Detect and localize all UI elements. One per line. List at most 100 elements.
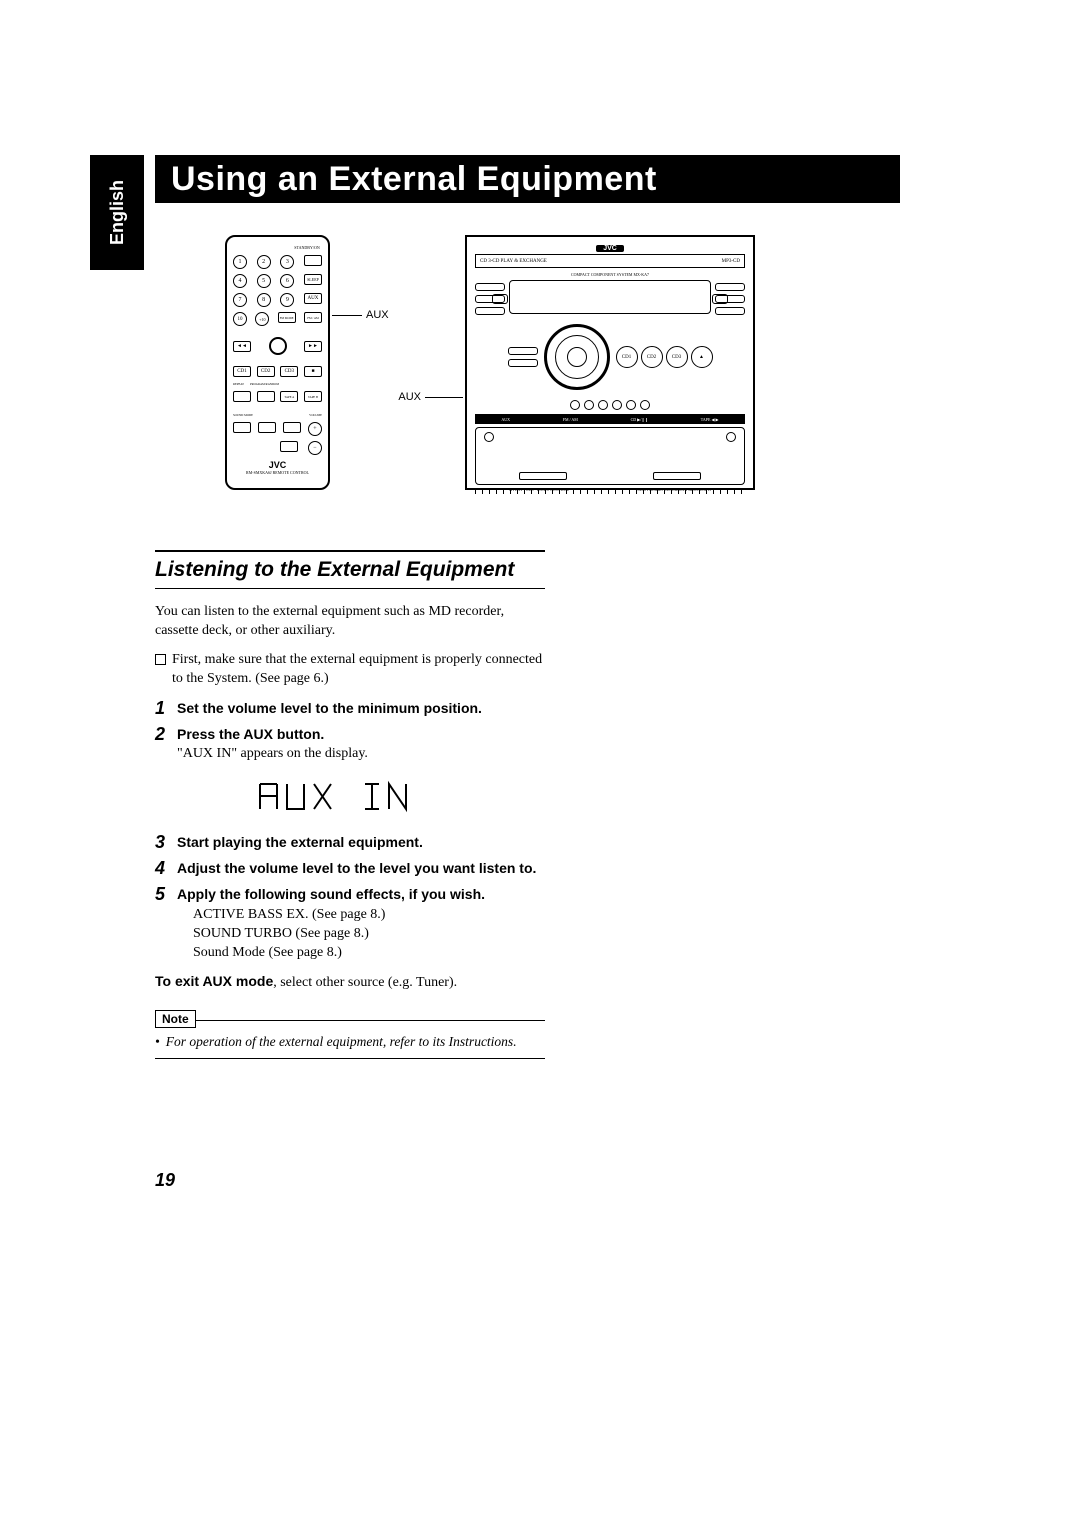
remote-model: RM-SMXKA6J REMOTE CONTROL (233, 470, 322, 475)
callout-line-icon (332, 315, 362, 316)
unit-model: COMPACT COMPONENT SYSTEM MX-KA7 (475, 272, 745, 277)
remote-key-10: 10 (233, 312, 247, 326)
aux-callout-unit-label: AUX (398, 391, 421, 403)
step-2-text: Press the AUX button. (177, 725, 545, 744)
step-5-line-3: Sound Mode (See page 8.) (193, 944, 545, 963)
page-title: Using an External Equipment (171, 160, 657, 199)
exit-rest: , select other source (e.g. Tuner). (273, 975, 457, 990)
remote-key-8: 8 (257, 293, 271, 307)
remote-cd1: CD1 (233, 366, 251, 377)
step-5-number: 5 (155, 885, 177, 963)
unit-cd-tray: CD 3-CD PLAY & EXCHANGE MP3-CD (475, 254, 745, 268)
remote-key-6: 6 (280, 274, 294, 288)
remote-jog-icon (269, 337, 287, 355)
remote-key-5: 5 (257, 274, 271, 288)
remote-key-9: 9 (280, 293, 294, 307)
remote-soundmode-label: SOUND MODE (233, 413, 253, 417)
aux-callout-remote: AUX (332, 309, 389, 321)
unit-tape-door-b (653, 472, 701, 480)
remote-fmam: FM / AM (304, 312, 322, 323)
step-2-sub: "AUX IN" appears on the display. (177, 745, 545, 764)
note-text: • For operation of the external equipmen… (155, 1033, 545, 1051)
remote-volume-label: VOLUME (309, 413, 322, 417)
remote-program-label: PROGRAM/RANDOM (250, 382, 279, 386)
checkbox-bullet-icon (155, 654, 166, 665)
note-text-content: For operation of the external equipment,… (166, 1033, 517, 1051)
step-3-number: 3 (155, 833, 177, 853)
step-5-line-2: SOUND TURBO (See page 8.) (193, 925, 545, 944)
unit-tray-right: MP3-CD (722, 259, 740, 264)
step-1: 1 Set the volume level to the minimum po… (155, 699, 545, 719)
unit-func-tape: TAPE ◀ ▶ (701, 417, 719, 422)
callout-line-icon (425, 397, 463, 398)
remote-stop-icon: ■ (304, 366, 322, 377)
unit-center-panel: CD1 CD2 CD3 ▲ (475, 318, 745, 396)
remote-key-2: 2 (257, 255, 271, 269)
remote-voldown: − (308, 441, 322, 455)
unit-cd2: CD2 (641, 346, 663, 368)
section-rule-bottom (155, 588, 545, 589)
section-rule-top (155, 550, 545, 552)
unit-small-controls (475, 400, 745, 410)
section-title: Listening to the External Equipment (155, 558, 545, 582)
step-5-line-1: ACTIVE BASS EX. (See page 8.) (193, 906, 545, 925)
note-block: Note • For operation of the external equ… (155, 1011, 545, 1058)
unit-func-fmam: FM / AM (563, 417, 578, 422)
unit-func-cd: CD ▶/❙❙ (631, 417, 648, 422)
unit-tray-left: CD 3-CD PLAY & EXCHANGE (480, 259, 547, 264)
page-title-bar: Using an External Equipment (155, 155, 900, 203)
exit-bold: To exit AUX mode (155, 973, 273, 989)
unit-func-aux: AUX (501, 417, 510, 422)
remote-standby-icon (304, 255, 322, 266)
page-number: 19 (155, 1170, 175, 1191)
unit-cd1: CD1 (616, 346, 638, 368)
step-1-number: 1 (155, 699, 177, 719)
step-1-text: Set the volume level to the minimum posi… (177, 699, 545, 718)
note-rule-bottom (155, 1058, 545, 1059)
step-5-text: Apply the following sound effects, if yo… (177, 885, 545, 904)
remote-key-4: 4 (233, 274, 247, 288)
remote-logo: JVC (233, 460, 322, 470)
remote-soundmode-btn (233, 422, 251, 433)
unit-eject: ▲ (691, 346, 713, 368)
unit-brand: JVC (596, 245, 624, 252)
remote-sleep: SLEEP (304, 274, 322, 285)
unit-tape-zone (475, 427, 745, 485)
remote-control-diagram: STANDBY/ON 1 2 3 4 5 6 SLEEP 7 8 9 AUX 1… (225, 235, 330, 490)
unit-feet-icon (475, 489, 745, 494)
language-tab: English (90, 155, 144, 270)
remote-key-1: 1 (233, 255, 247, 269)
exit-line: To exit AUX mode, select other source (e… (155, 972, 545, 993)
unit-display (509, 280, 711, 314)
bullet-icon: • (155, 1033, 160, 1051)
unit-function-bar: AUX FM / AM CD ▶/❙❙ TAPE ◀ ▶ (475, 414, 745, 424)
step-4: 4 Adjust the volume level to the level y… (155, 859, 545, 879)
aux-in-display (155, 774, 545, 819)
remote-cd2: CD2 (257, 366, 275, 377)
note-rule-top (195, 1020, 545, 1021)
step-3-text: Start playing the external equipment. (177, 833, 545, 852)
remote-cd3: CD3 (280, 366, 298, 377)
unit-tape-light-a-icon (484, 432, 494, 442)
content-column: Listening to the External Equipment You … (155, 550, 545, 1059)
standby-label: STANDBY/ON (292, 245, 322, 250)
unit-tape-light-b-icon (726, 432, 736, 442)
first-note: First, make sure that the external equip… (155, 651, 545, 689)
remote-bass-btn (258, 422, 276, 433)
main-unit-diagram: JVC CD 3-CD PLAY & EXCHANGE MP3-CD COMPA… (465, 235, 755, 490)
intro-text: You can listen to the external equipment… (155, 603, 545, 641)
step-2: 2 Press the AUX button. "AUX IN" appears… (155, 725, 545, 765)
remote-fade-btn (280, 441, 298, 452)
remote-repeat-btn (233, 391, 251, 402)
remote-volup: + (308, 422, 322, 436)
language-label: English (107, 180, 128, 245)
diagram-row: STANDBY/ON 1 2 3 4 5 6 SLEEP 7 8 9 AUX 1… (225, 235, 900, 515)
remote-tape-b: TAPE B (304, 391, 322, 402)
remote-key-3: 3 (280, 255, 294, 269)
remote-aux-button: AUX (304, 293, 322, 304)
step-4-text: Adjust the volume level to the level you… (177, 859, 545, 878)
step-4-number: 4 (155, 859, 177, 879)
remote-repeat-label: REPEAT (233, 382, 244, 386)
remote-turbo-btn (283, 422, 301, 433)
remote-next-icon: ►► (304, 341, 322, 352)
